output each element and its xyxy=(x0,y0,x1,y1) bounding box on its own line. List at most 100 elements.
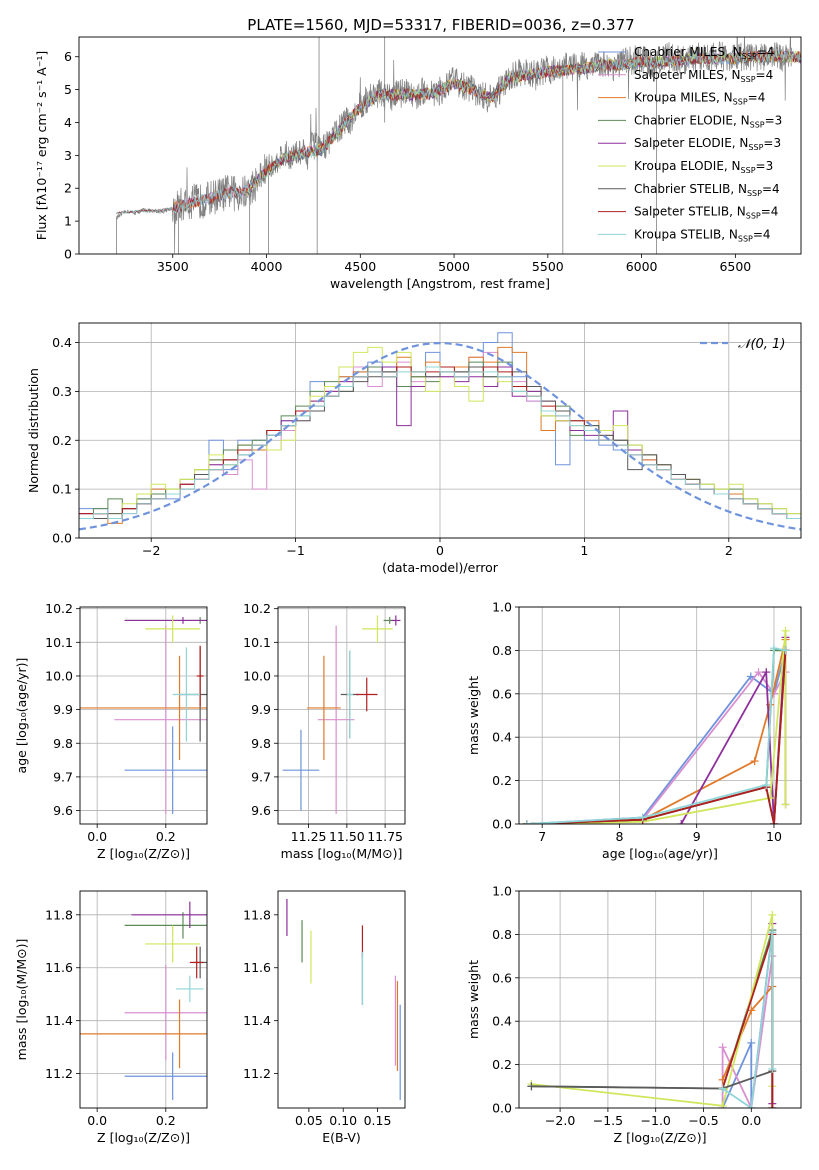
y-tick-label: 9.7 xyxy=(251,769,271,784)
x-tick-label: 0.2 xyxy=(156,1113,176,1128)
y-tick-label: 6 xyxy=(64,49,72,64)
y-tick-label: 11.2 xyxy=(45,1066,73,1081)
y-tick-label: 9.9 xyxy=(53,702,73,717)
x-tick-label: 11.75 xyxy=(367,829,403,844)
figure-title: PLATE=1560, MJD=53317, FIBERID=0036, z=0… xyxy=(247,16,634,34)
x-tick-label: 0.0 xyxy=(87,1113,107,1128)
x-tick-label: 0.0 xyxy=(87,829,107,844)
x-axis-label: Z [log₁₀(Z/Z⊙)] xyxy=(614,1130,707,1145)
y-tick-label: 0.2 xyxy=(492,773,512,788)
legend-label-text: Salpeter STELIB, N xyxy=(634,205,746,219)
x-tick-label: 9 xyxy=(693,829,701,844)
legend-label-suffix: =3 xyxy=(756,159,774,173)
y-tick-label: 0.0 xyxy=(492,817,512,832)
y-tick-label: 0.6 xyxy=(492,686,512,701)
x-tick-label: 4000 xyxy=(251,259,283,274)
y-tick-label: 10.2 xyxy=(243,601,271,616)
y-tick-label: 1 xyxy=(64,214,72,229)
y-tick-label: 0.1 xyxy=(52,482,72,497)
x-tick-label: −2.0 xyxy=(545,1113,575,1128)
y-tick-label: 0.0 xyxy=(52,531,72,546)
x-tick-label: 1 xyxy=(580,543,588,558)
y-tick-label: 10.0 xyxy=(45,668,73,683)
axes-frame xyxy=(277,606,406,825)
x-tick-label: 6500 xyxy=(719,259,751,274)
y-tick-label: 11.6 xyxy=(45,960,73,975)
legend-label-suffix: =4 xyxy=(756,68,774,82)
x-tick-label: 11.25 xyxy=(291,829,327,844)
legend-label-suffix: =4 xyxy=(748,91,766,105)
x-tick-label: 0.15 xyxy=(364,1113,392,1128)
y-tick-label: 0.0 xyxy=(492,1101,512,1116)
legend-label-subscript: SSP xyxy=(748,143,763,152)
legend-label-text: Chabrier STELIB, N xyxy=(634,182,747,196)
panels: 3500 4000 4500 5000 5500 6000 6500 0 1 2 3 4 5 6 wavel… xyxy=(14,36,802,1145)
legend-label: 𝒩(0, 1) xyxy=(738,337,785,352)
y-tick-label: 1.0 xyxy=(492,600,512,615)
y-tick-label: 1.0 xyxy=(492,884,512,899)
panel-age-vs-weight: 7 8 9 10 0.0 0.2 0.4 0.6 0.8 1.0 age [log₁₀(age/yr… xyxy=(466,600,802,861)
y-tick-label: 0.4 xyxy=(492,1014,512,1029)
legend-label-subscript: SSP xyxy=(738,234,753,243)
legend-label-text: Chabrier MILES, N xyxy=(634,45,742,59)
x-axis-label: wavelength [Angstrom, rest frame] xyxy=(330,276,550,291)
weight-series-line xyxy=(722,932,774,1108)
histogram-series xyxy=(79,366,801,538)
x-tick-label: 6000 xyxy=(626,259,658,274)
legend-label: Chabrier MILES, NSSP=4 xyxy=(634,45,774,61)
y-axis-label: Normed distribution xyxy=(26,368,41,493)
legend-label: Kroupa ELODIE, NSSP=3 xyxy=(634,159,773,175)
legend-label-suffix: =3 xyxy=(765,113,783,127)
y-tick-label: 5 xyxy=(64,82,72,97)
y-axis-label: age [log₁₀(age/yr)] xyxy=(14,658,29,774)
y-tick-label: 11.6 xyxy=(243,960,271,975)
legend-label: Salpeter STELIB, NSSP=4 xyxy=(634,205,778,221)
plot-area xyxy=(522,626,790,824)
legend-label-subscript: SSP xyxy=(741,75,756,84)
legend-label-subscript: SSP xyxy=(741,166,756,175)
plot-area xyxy=(80,615,207,814)
plot-area xyxy=(282,615,401,814)
legend-label: Salpeter MILES, NSSP=4 xyxy=(634,68,773,84)
model-spectrum-line xyxy=(116,49,801,215)
x-tick-label: −0.5 xyxy=(688,1113,718,1128)
legend-label-suffix: =4 xyxy=(762,182,780,196)
y-tick-label: 11.4 xyxy=(45,1013,73,1028)
y-tick-label: 9.8 xyxy=(53,736,73,751)
x-tick-label: 4500 xyxy=(344,259,376,274)
axes-frame xyxy=(78,36,802,255)
panel-ebv-vs-mass: 0.05 0.10 0.15 11.2 11.4 11.6 11.8 E(B-V) xyxy=(243,890,406,1145)
y-tick-label: 11.4 xyxy=(243,1013,271,1028)
legend-label-text: Kroupa MILES, N xyxy=(634,91,733,105)
y-tick-label: 11.8 xyxy=(243,907,271,922)
x-tick-label: 11.50 xyxy=(329,829,365,844)
x-tick-label: 0.05 xyxy=(295,1113,323,1128)
x-tick-label: 5000 xyxy=(438,259,470,274)
y-tick-label: 0.8 xyxy=(492,927,512,942)
y-tick-label: 10.2 xyxy=(45,601,73,616)
legend-label-text: Salpeter MILES, N xyxy=(634,68,741,82)
y-axis-label: mass [log₁₀(M/M⊙)] xyxy=(14,939,29,1061)
y-tick-label: 2 xyxy=(64,181,72,196)
y-axis-label: mass weight xyxy=(466,676,481,755)
x-tick-label: −1 xyxy=(286,543,304,558)
axes-frame xyxy=(518,890,802,1109)
panel-z-vs-age: 0.0 0.2 9.6 9.7 9.8 9.9 10.0 10.1 10.2 Z [log₁₀(Z… xyxy=(14,601,208,861)
legend-label-subscript: SSP xyxy=(733,98,748,107)
y-tick-label: 9.8 xyxy=(251,736,271,751)
legend-label-text: Kroupa STELIB, N xyxy=(634,227,738,241)
normal-reference-curve xyxy=(79,341,801,531)
legend-label-text: Kroupa ELODIE, N xyxy=(634,159,741,173)
x-tick-label: 0.0 xyxy=(741,1113,761,1128)
model-spectrum-line xyxy=(116,50,801,215)
x-tick-label: 0.10 xyxy=(329,1113,357,1128)
y-tick-label: 10.1 xyxy=(243,635,271,650)
y-tick-label: 3 xyxy=(64,148,72,163)
legend-label-text: Salpeter ELODIE, N xyxy=(634,136,748,150)
legend-label-suffix: =4 xyxy=(753,227,771,241)
legend-label-subscript: SSP xyxy=(750,120,765,129)
panel-z-vs-weight: −2.0 −1.5 −1.0 −0.5 0.0 0.0 0.2 0.4 0.6 0.8 1.0 Z [… xyxy=(466,884,802,1145)
y-tick-label: 9.9 xyxy=(251,702,271,717)
plot-area xyxy=(286,898,401,1101)
y-tick-label: 0 xyxy=(64,247,72,262)
